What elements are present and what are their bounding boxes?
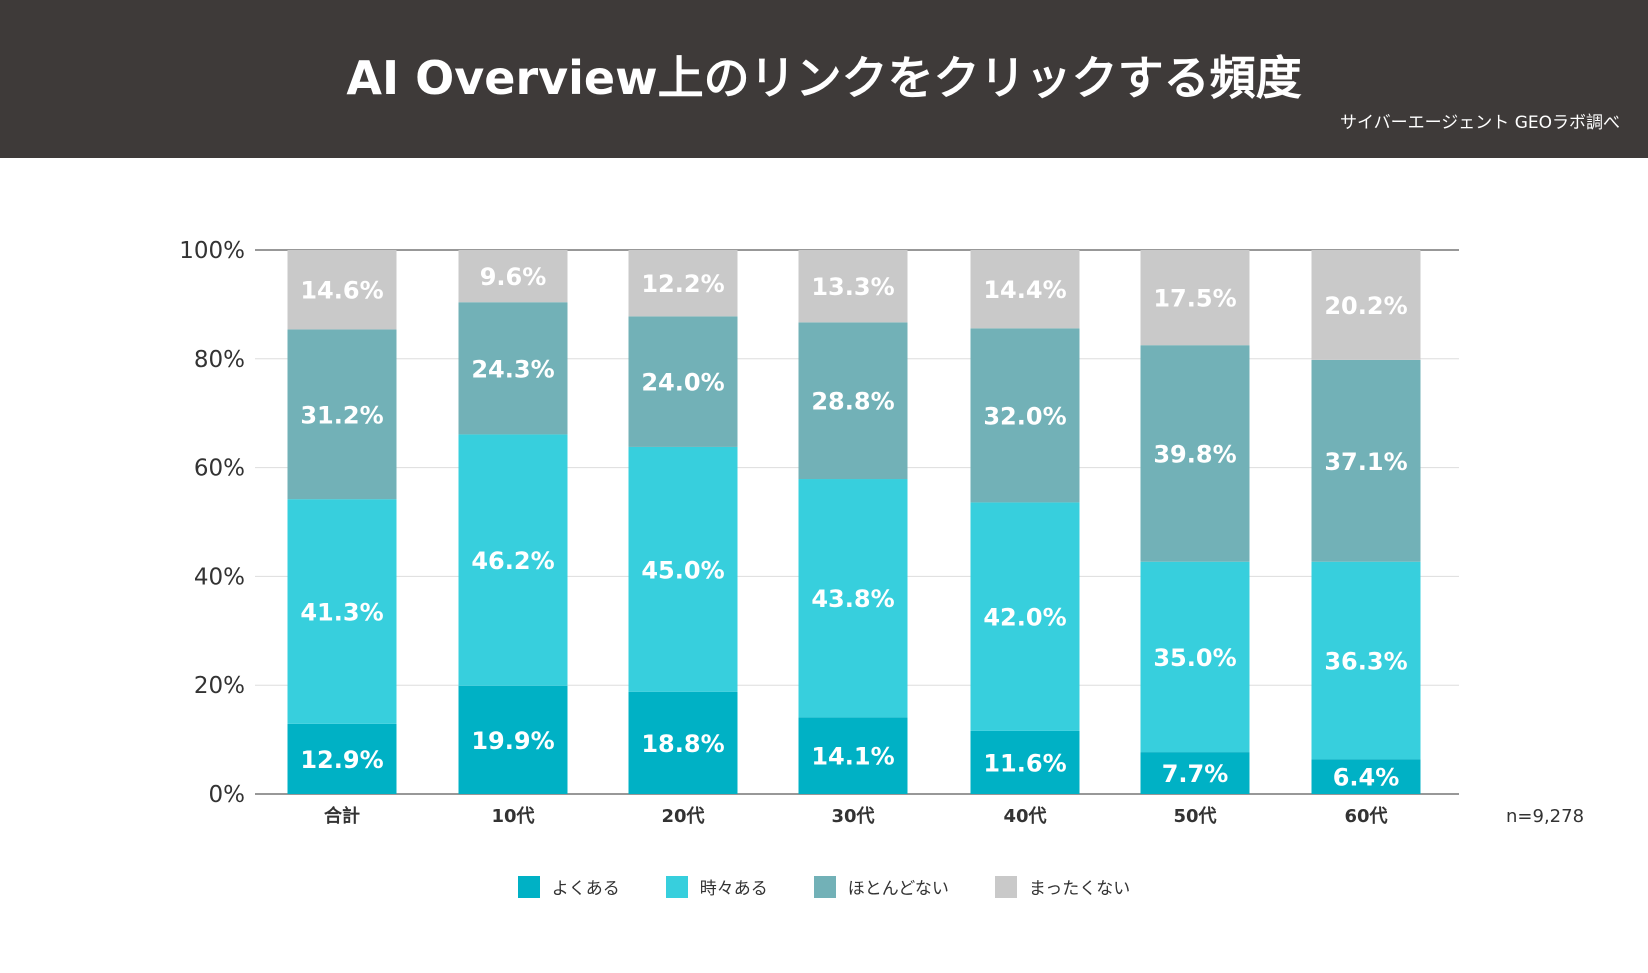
- y-tick-label: 40%: [194, 564, 245, 590]
- legend-item: 時々ある: [665, 874, 768, 899]
- data-label: 28.8%: [811, 388, 894, 416]
- x-tick-label: 30代: [831, 806, 874, 827]
- data-label: 43.8%: [811, 585, 894, 613]
- legend-item: よくある: [517, 874, 620, 899]
- legend-label: まったくない: [1028, 879, 1131, 899]
- data-label: 32.0%: [983, 402, 1066, 430]
- bar-segment: [1311, 250, 1421, 360]
- legend-label: ほとんどない: [847, 879, 949, 899]
- bar-segment: [1140, 345, 1250, 562]
- data-label: 24.3%: [471, 355, 554, 383]
- y-tick-label: 80%: [194, 347, 245, 373]
- data-label: 12.2%: [641, 270, 724, 298]
- bar-segment: [458, 434, 568, 686]
- y-tick-label: 20%: [194, 673, 245, 699]
- legend-swatch: [517, 875, 540, 898]
- chart-title: AI Overview上のリンクをクリックする頻度: [346, 51, 1302, 105]
- bar-segment: [1140, 752, 1250, 794]
- data-label: 11.6%: [983, 749, 1066, 777]
- data-label: 45.0%: [641, 556, 724, 584]
- x-tick-label: 10代: [491, 806, 534, 827]
- bar-segment: [458, 685, 568, 794]
- data-label: 37.1%: [1324, 448, 1407, 476]
- bar-segment: [970, 730, 1080, 794]
- data-label: 6.4%: [1333, 764, 1400, 792]
- bar-segment: [287, 329, 397, 500]
- bar-segment: [287, 499, 397, 724]
- bar-segment: [798, 322, 908, 480]
- legend-item: まったくない: [994, 874, 1131, 899]
- data-label: 12.9%: [300, 746, 383, 774]
- bar-segment: [970, 328, 1080, 503]
- bar-segment: [1140, 250, 1250, 346]
- bar-segment: [458, 250, 568, 303]
- x-tick-label: 60代: [1344, 806, 1387, 827]
- data-label: 39.8%: [1153, 440, 1236, 468]
- y-tick-label: 0%: [209, 782, 246, 808]
- data-label: 36.3%: [1324, 647, 1407, 675]
- data-label: 17.5%: [1153, 285, 1236, 313]
- bar-segment: [628, 250, 738, 317]
- data-label: 46.2%: [471, 547, 554, 575]
- bar-segment: [970, 502, 1080, 731]
- y-tick-label: 100%: [179, 238, 245, 264]
- data-label: 13.3%: [811, 273, 894, 301]
- bar-segment: [970, 250, 1080, 329]
- data-label: 14.4%: [983, 276, 1066, 304]
- data-label: 18.8%: [641, 730, 724, 758]
- data-label: 41.3%: [300, 598, 383, 626]
- bar-segment: [287, 250, 397, 330]
- data-label: 9.6%: [480, 263, 547, 291]
- bar-segment: [1311, 561, 1421, 760]
- data-label: 14.6%: [300, 277, 383, 305]
- x-tick-label: 20代: [661, 806, 704, 827]
- data-label: 20.2%: [1324, 292, 1407, 320]
- bar-segment: [1311, 359, 1421, 562]
- legend-swatch: [813, 875, 836, 898]
- x-tick-label: 合計: [324, 805, 360, 827]
- bar-segment: [458, 302, 568, 435]
- legend-item: ほとんどない: [813, 874, 949, 899]
- bar-segment: [628, 691, 738, 794]
- data-label: 19.9%: [471, 727, 554, 755]
- x-tick-label: 40代: [1003, 806, 1046, 827]
- x-tick-label: 50代: [1173, 806, 1216, 827]
- bar-segment: [287, 723, 397, 794]
- bar-segment: [798, 250, 908, 323]
- data-label: 14.1%: [811, 743, 894, 771]
- legend-label: よくある: [551, 879, 620, 899]
- source-credit: サイバーエージェント GEOラボ調べ: [1339, 113, 1620, 133]
- header-banner: AI Overview上のリンクをクリックする頻度 サイバーエージェント GEO…: [0, 0, 1648, 158]
- data-label: 42.0%: [983, 604, 1066, 632]
- data-label: 7.7%: [1162, 760, 1229, 788]
- sample-size-note: n=9,278: [1506, 806, 1585, 827]
- bar-segment: [798, 479, 908, 718]
- data-label: 31.2%: [300, 401, 383, 429]
- data-label: 35.0%: [1153, 644, 1236, 672]
- legend: よくある 時々ある ほとんどない まったくない: [0, 874, 1648, 899]
- y-tick-label: 60%: [194, 456, 245, 482]
- data-label: 24.0%: [641, 369, 724, 397]
- bar-segment: [1311, 759, 1421, 794]
- legend-swatch: [665, 875, 688, 898]
- legend-swatch: [994, 875, 1017, 898]
- bar-segment: [1140, 561, 1250, 753]
- bar-segment: [798, 717, 908, 794]
- legend-label: 時々ある: [699, 879, 768, 899]
- bar-segment: [628, 316, 738, 447]
- bar-segment: [628, 446, 738, 692]
